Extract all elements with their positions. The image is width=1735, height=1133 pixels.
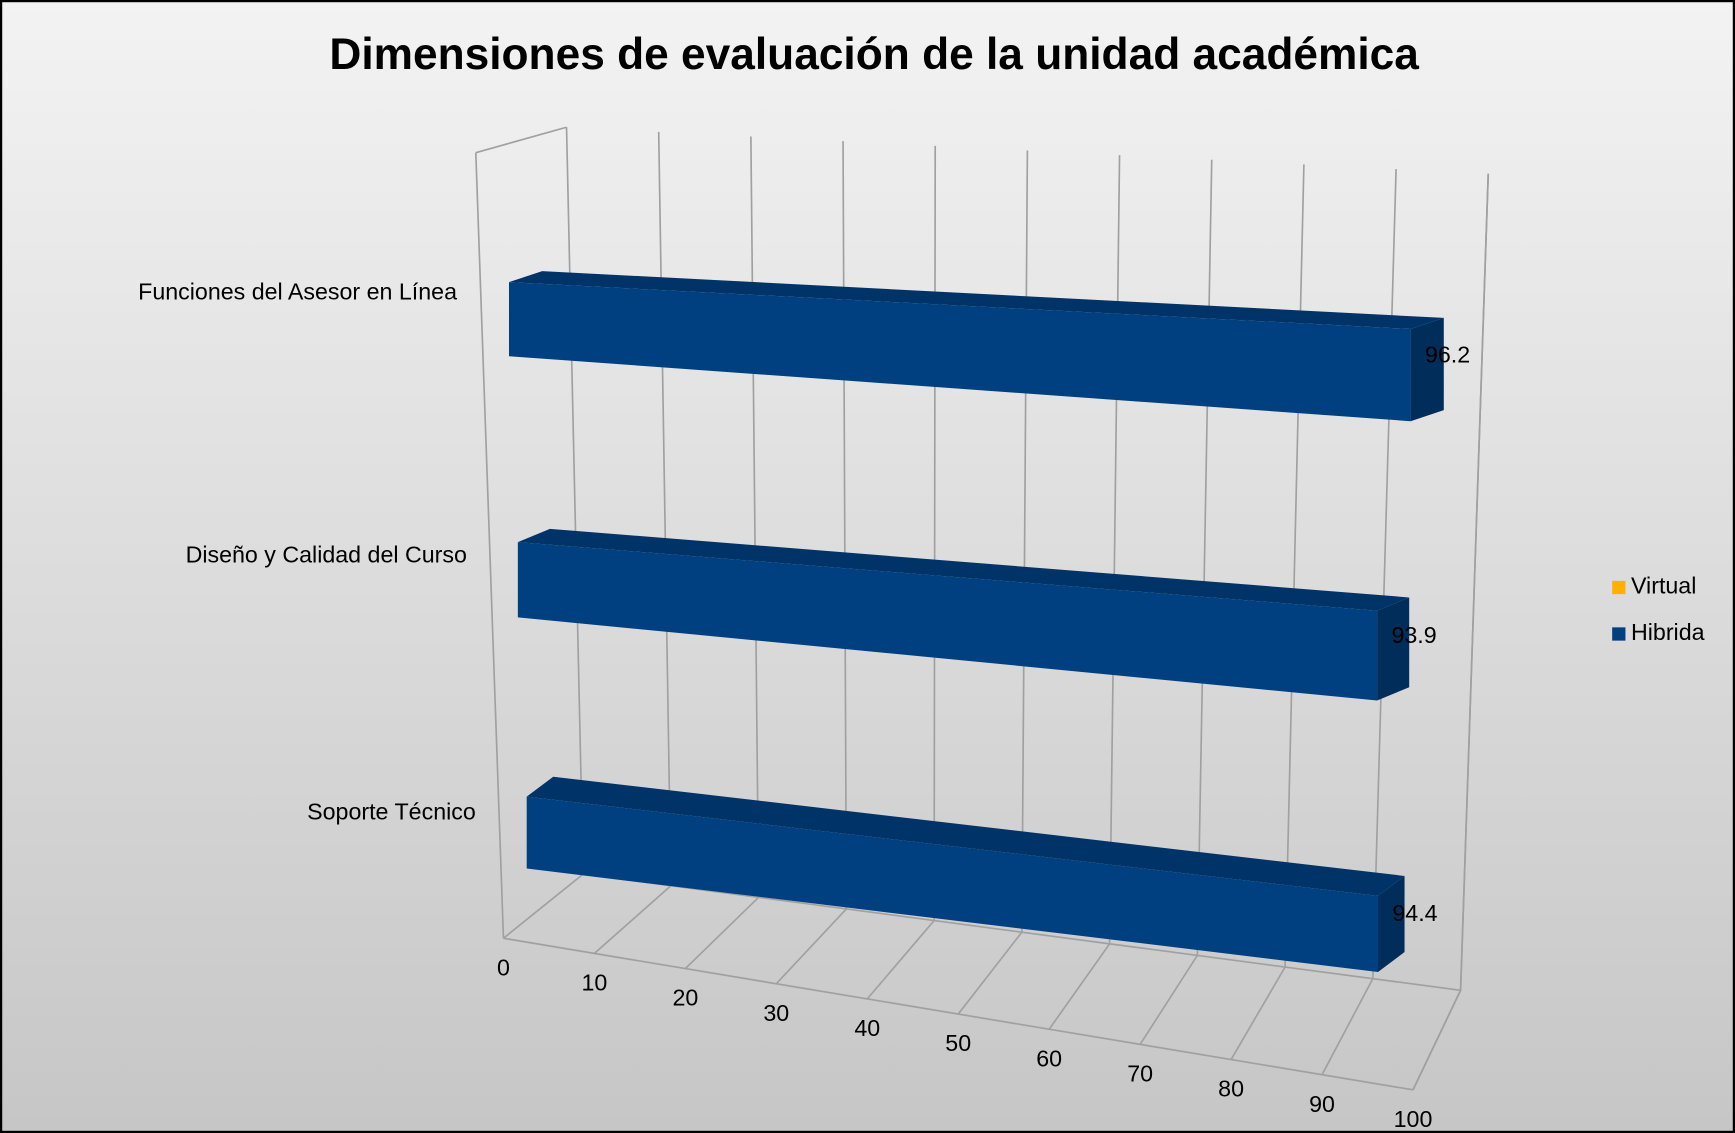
wall-edge xyxy=(1412,173,1490,1091)
x-tick-label: 10 xyxy=(582,970,608,996)
legend-swatch xyxy=(1612,580,1626,595)
data-label: 93.9 xyxy=(1391,622,1436,648)
x-tick-label: 60 xyxy=(1036,1045,1062,1071)
y-tick-label: Diseño y Calidad del Curso xyxy=(186,542,467,568)
x-tick-label: 40 xyxy=(854,1015,880,1041)
floor-edge xyxy=(583,873,1461,992)
x-tick-label: 50 xyxy=(945,1030,971,1056)
legend-label: Virtual xyxy=(1631,573,1696,599)
walls xyxy=(474,126,567,939)
x-tick-label: 70 xyxy=(1127,1060,1153,1086)
bar-end xyxy=(1377,875,1405,972)
data-label: 96.2 xyxy=(1425,341,1470,367)
bar-top xyxy=(526,776,1405,896)
bar xyxy=(526,796,1378,972)
bar-top xyxy=(508,271,1444,329)
x-tick-label: 0 xyxy=(497,954,510,980)
y-tick-label: Funciones del Asesor en Línea xyxy=(138,278,457,304)
y-tick-label: Soporte Técnico xyxy=(307,798,476,824)
bar-top xyxy=(517,528,1410,611)
bar xyxy=(508,282,1411,422)
floor-edge xyxy=(503,937,1414,1091)
x-tick-label: 80 xyxy=(1218,1076,1244,1102)
legend-label: Hibrida xyxy=(1631,619,1705,645)
legend-swatch xyxy=(1612,627,1626,641)
x-tick-label: 30 xyxy=(763,1000,789,1026)
x-tick-label: 100 xyxy=(1394,1106,1433,1132)
bar-end xyxy=(1377,597,1410,701)
x-tick-label: 90 xyxy=(1309,1091,1335,1117)
bar xyxy=(517,542,1378,701)
bar-end xyxy=(1410,317,1444,422)
data-label: 94.4 xyxy=(1392,900,1437,926)
x-tick-label: 20 xyxy=(672,985,698,1011)
chart-title: Dimensiones de evaluación de la unidad a… xyxy=(329,30,1419,79)
